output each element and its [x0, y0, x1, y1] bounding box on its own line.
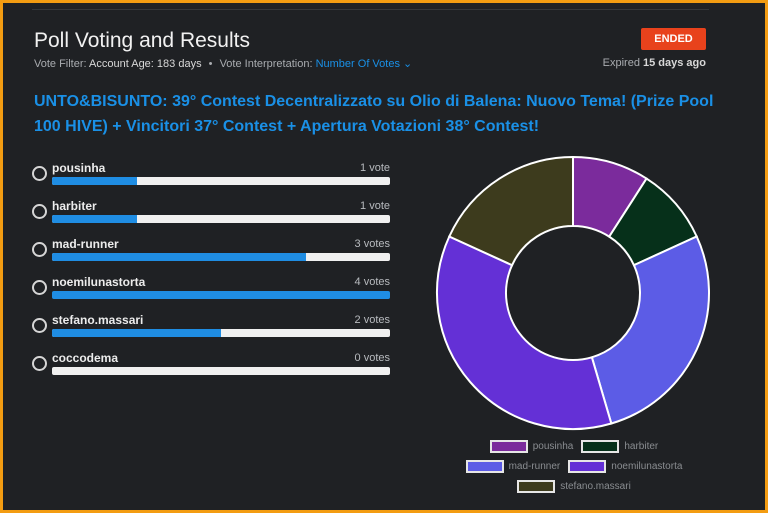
legend-swatch: [517, 480, 556, 493]
account-age-label: Account Age:: [89, 58, 154, 70]
legend-label: harbiter: [624, 441, 659, 452]
chevron-down-icon: ⌄: [403, 58, 413, 70]
vote-bar: [52, 215, 390, 223]
option-name: noemilunastorta: [52, 275, 146, 289]
option-votes: 3 votes: [354, 238, 390, 250]
legend-label: stefano.massari: [560, 481, 631, 492]
legend-item[interactable]: mad-runner: [465, 460, 561, 473]
top-divider: [32, 9, 709, 10]
interpretation-label: Vote Interpretation:: [219, 58, 313, 70]
votes-donut-chart: [436, 155, 710, 430]
legend-item[interactable]: noemilunastorta: [568, 460, 682, 473]
legend-row: stefano.massari: [439, 480, 709, 493]
legend-swatch: [581, 440, 620, 453]
legend-label: noemilunastorta: [611, 461, 683, 472]
option-name: coccodema: [52, 351, 119, 365]
legend-row: pousinha harbiter: [439, 440, 709, 453]
donut-slice-stefano.massari[interactable]: [447, 155, 574, 267]
radio-button[interactable]: [32, 356, 47, 371]
expired-value: 15 days ago: [643, 57, 706, 69]
vote-bar: [52, 177, 390, 185]
status-badge: ENDED: [641, 28, 706, 50]
legend-item[interactable]: stefano.massari: [517, 480, 631, 493]
option-name: stefano.massari: [52, 313, 144, 327]
option-name: harbiter: [52, 199, 97, 213]
vote-bar: [52, 291, 390, 299]
vote-bar: [52, 367, 390, 375]
expired-info: Expired 15 days ago: [603, 57, 706, 69]
legend-swatch: [568, 460, 607, 473]
option-votes: 2 votes: [354, 314, 390, 326]
poll-option[interactable]: coccodema 0 votes: [32, 351, 390, 383]
vote-bar: [52, 253, 390, 261]
legend-swatch: [465, 460, 504, 473]
poll-option[interactable]: harbiter 1 vote: [32, 199, 390, 231]
expired-prefix: Expired: [602, 57, 640, 69]
separator-dot: •: [208, 58, 213, 70]
poll-option[interactable]: pousinha 1 vote: [32, 161, 390, 193]
post-title-link[interactable]: UNTO&BISUNTO: 39° Contest Decentralizzat…: [34, 93, 714, 135]
option-votes: 4 votes: [354, 276, 390, 288]
option-name: pousinha: [52, 161, 106, 175]
poll-option[interactable]: mad-runner 3 votes: [32, 237, 390, 269]
interpretation-dropdown[interactable]: Number Of Votes ⌄: [316, 58, 413, 70]
vote-bar-fill: [52, 253, 306, 261]
vote-bar-fill: [52, 291, 390, 299]
vote-bar-fill: [52, 329, 221, 337]
legend-item[interactable]: pousinha: [489, 440, 574, 453]
radio-button[interactable]: [32, 166, 47, 181]
interpretation-value: Number Of Votes: [315, 58, 400, 70]
vote-filter-bar: Vote Filter: Account Age: 183 days • Vot…: [34, 57, 412, 70]
poll-option[interactable]: stefano.massari 2 votes: [32, 313, 390, 345]
vote-bar-fill: [52, 177, 137, 185]
legend-label: mad-runner: [508, 461, 561, 472]
radio-button[interactable]: [32, 242, 47, 257]
legend-label: pousinha: [532, 441, 574, 452]
donut-slice-mad-runner[interactable]: [590, 235, 710, 425]
vote-filter-label: Vote Filter:: [34, 58, 87, 70]
legend-row: mad-runner noemilunastorta: [439, 460, 709, 473]
legend-item[interactable]: harbiter: [581, 440, 658, 453]
vote-bar-fill: [52, 215, 137, 223]
option-votes: 1 vote: [360, 162, 390, 174]
radio-button[interactable]: [32, 280, 47, 295]
donut-slice-noemilunastorta[interactable]: [436, 235, 613, 430]
poll-panel: Poll Voting and Results ENDED Vote Filte…: [3, 3, 765, 510]
option-votes: 0 votes: [354, 352, 390, 364]
legend-swatch: [489, 440, 528, 453]
radio-button[interactable]: [32, 318, 47, 333]
chart-legend: pousinha harbiter mad-runner noemilunast…: [439, 440, 709, 500]
vote-bar: [52, 329, 390, 337]
option-name: mad-runner: [52, 237, 119, 251]
page-title: Poll Voting and Results: [34, 29, 250, 52]
poll-option[interactable]: noemilunastorta 4 votes: [32, 275, 390, 307]
option-votes: 1 vote: [360, 200, 390, 212]
account-age-value: 183 days: [156, 58, 202, 70]
radio-button[interactable]: [32, 204, 47, 219]
